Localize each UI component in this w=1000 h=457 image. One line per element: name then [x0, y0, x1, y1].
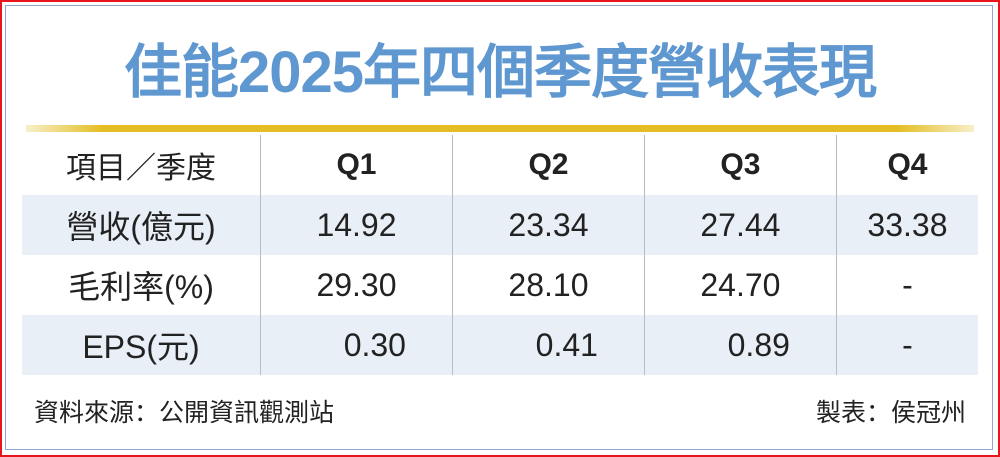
table-cell: 27.44 [643, 195, 837, 255]
table-row: 毛利率(%) 29.30 28.10 24.70 - [22, 255, 978, 315]
table-cell: 24.70 [643, 255, 837, 315]
inner-border [5, 5, 993, 450]
table-cell: 23.34 [451, 195, 645, 255]
table-cell: 0.41 [451, 315, 645, 375]
table-cell: 14.92 [260, 195, 453, 255]
revenue-table: 項目／季度 Q1 Q2 Q3 Q4 營收(億元) 14.92 23.34 27.… [22, 135, 978, 375]
header-cell: Q3 [643, 135, 837, 195]
table-cell: 29.30 [260, 255, 453, 315]
row-label: 毛利率(%) [68, 269, 214, 305]
header-cell: Q1 [260, 135, 453, 195]
table-row: 營收(億元) 14.92 23.34 27.44 33.38 [22, 195, 978, 255]
title-divider [26, 125, 974, 132]
header-cell: 項目／季度 [66, 152, 216, 185]
table-cell: 33.38 [835, 195, 978, 255]
table-cell: - [835, 255, 978, 315]
row-label: EPS(元) [22, 315, 261, 375]
header-cell: Q2 [451, 135, 645, 195]
table-header-row: 項目／季度 Q1 Q2 Q3 Q4 [22, 135, 978, 195]
table-cell: 28.10 [451, 255, 645, 315]
table-cell: 0.30 [260, 315, 453, 375]
table-cell: 0.89 [643, 315, 837, 375]
table-row: EPS(元) 0.30 0.41 0.89 - [22, 315, 978, 375]
credit-note: 製表：侯冠州 [815, 398, 966, 427]
header-cell: Q4 [835, 135, 978, 195]
source-note: 資料來源：公開資訊觀測站 [34, 398, 335, 427]
row-label: 營收(億元) [22, 195, 261, 255]
page-title: 佳能2025年四個季度營收表現 [123, 40, 877, 105]
table-cell: - [835, 315, 978, 375]
